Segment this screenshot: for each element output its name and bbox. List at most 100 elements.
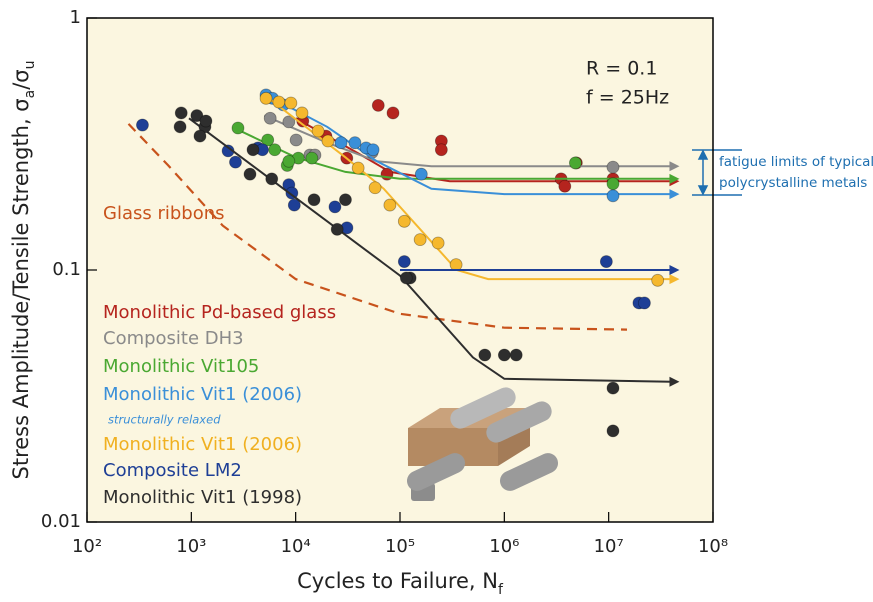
data-point: [599, 255, 613, 268]
x-tick-label: 10³: [176, 536, 206, 557]
data-point: [261, 133, 275, 147]
data-point: [351, 161, 365, 175]
data-point: [397, 255, 411, 268]
arrowhead: [697, 185, 709, 196]
arrowhead: [669, 189, 680, 200]
data-point: [339, 193, 352, 207]
data-point: [272, 95, 286, 109]
data-point: [606, 189, 620, 203]
x-tick-label: 10²: [72, 536, 102, 557]
axis-label-part: u: [22, 61, 38, 70]
axis-label-part: a: [22, 90, 38, 99]
data-point: [265, 172, 279, 186]
data-point: [397, 214, 411, 228]
data-point: [284, 96, 298, 110]
axis-label-part: Stress Amplitude/Tensile Strength, σ: [9, 98, 33, 479]
roller: [499, 453, 559, 491]
data-point: [263, 111, 277, 125]
data-point: [246, 143, 260, 157]
data-point: [243, 167, 257, 181]
axis-label: Cycles to Failure, Nf: [297, 569, 504, 598]
data-point: [190, 109, 204, 122]
y-tick-label: 1: [70, 7, 81, 28]
data-point: [282, 154, 296, 168]
legend-entry: Monolithic Vit1 (1998): [103, 487, 302, 508]
data-point: [321, 134, 335, 148]
annotation: fatigue limits of typical: [719, 154, 873, 170]
legend-entry: Glass ribbons: [103, 203, 225, 224]
legend-entry: Monolithic Vit1 (2006): [103, 384, 302, 405]
data-point: [383, 198, 397, 212]
data-point: [173, 120, 187, 134]
data-point: [371, 98, 385, 112]
data-point: [606, 381, 620, 395]
data-point: [307, 193, 321, 207]
y-tick-label: 0.01: [41, 511, 81, 532]
data-point: [174, 106, 188, 120]
data-point: [305, 151, 319, 165]
annotation: f = 25Hz: [586, 87, 669, 109]
x-tick-label: 10⁴: [281, 536, 311, 557]
axis-label: Stress Amplitude/Tensile Strength, σa/σu: [9, 61, 38, 480]
arrowhead: [669, 274, 680, 285]
annotation: R = 0.1: [586, 58, 657, 80]
axis-label-part: /σ: [9, 69, 33, 89]
data-point: [366, 143, 380, 157]
data-point: [606, 160, 620, 174]
legend-entry: Composite LM2: [103, 460, 242, 481]
arrowhead: [669, 161, 680, 172]
fit-curve: [127, 123, 628, 331]
data-point: [606, 177, 620, 191]
roller: [486, 401, 552, 443]
data-point: [509, 348, 523, 362]
roller: [450, 387, 516, 429]
data-point: [449, 258, 463, 272]
fit-curve: [188, 117, 672, 383]
data-point: [368, 181, 382, 195]
data-point: [651, 273, 665, 287]
plot-frame: [86, 17, 714, 523]
data-point: [259, 91, 273, 105]
data-point: [311, 124, 325, 138]
axis-label-part: f: [498, 582, 504, 598]
fit-curve: [267, 97, 672, 281]
data-point: [431, 236, 445, 250]
arrowhead: [669, 376, 680, 387]
data-point: [478, 348, 492, 362]
bracket: [692, 149, 742, 196]
data-point: [328, 200, 342, 214]
data-point: [434, 143, 448, 157]
data-point: [268, 143, 282, 157]
data-point: [334, 136, 348, 150]
data-point: [399, 271, 413, 285]
data-point: [413, 233, 427, 247]
x-tick-label: 10⁶: [489, 536, 519, 557]
data-point: [193, 129, 207, 143]
data-point: [348, 136, 362, 150]
data-point: [231, 121, 245, 135]
data-point: [289, 133, 303, 147]
data-point: [295, 106, 309, 120]
x-tick-label: 10⁸: [698, 536, 728, 557]
data-point: [282, 115, 296, 129]
data-point: [414, 167, 428, 181]
arrowhead: [669, 173, 680, 184]
beam-illustration: [406, 387, 559, 501]
arrowhead: [697, 149, 709, 160]
annotation: structurally relaxed: [108, 413, 221, 427]
roller: [406, 453, 466, 491]
x-tick-label: 10⁷: [594, 536, 624, 557]
data-point: [386, 106, 400, 120]
axis-label-part: Cycles to Failure, N: [297, 569, 498, 593]
annotation: polycrystalline metals: [719, 175, 867, 191]
data-point: [569, 156, 582, 170]
legend-entry: Composite DH3: [103, 328, 244, 349]
x-tick-label: 10⁵: [385, 536, 415, 557]
data-point: [606, 424, 620, 438]
data-point: [330, 222, 344, 236]
data-point: [136, 118, 149, 132]
y-tick-label: 0.1: [52, 259, 81, 280]
data-point: [637, 296, 651, 310]
data-point: [558, 179, 572, 193]
